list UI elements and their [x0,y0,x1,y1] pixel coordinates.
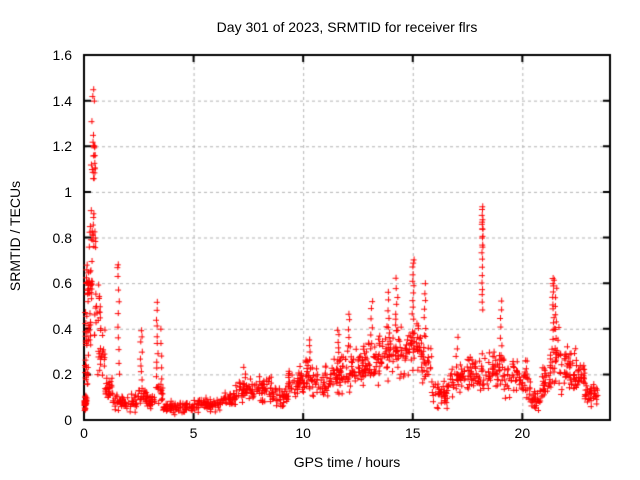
x-tick-label: 20 [514,425,531,441]
y-tick-label: 1.6 [52,47,72,63]
y-tick-label: 0.8 [52,229,72,246]
x-axis-label: GPS time / hours [293,454,401,470]
y-tick-label: 0.6 [52,275,72,292]
y-tick-label: 1.2 [52,138,72,155]
x-tick-label: 15 [404,425,421,441]
x-tick-label: 10 [295,425,311,441]
chart-title: Day 301 of 2023, SRMTID for receiver flr… [216,19,478,35]
y-tick-label: 0.2 [52,366,72,383]
y-tick-label: 0.4 [52,320,72,337]
y-tick-label: 1.4 [52,92,72,109]
y-tick-label: 0 [64,412,72,428]
x-tick-label: 0 [80,425,88,441]
x-tick-label: 5 [189,425,198,441]
y-tick-label: 1 [64,183,72,200]
